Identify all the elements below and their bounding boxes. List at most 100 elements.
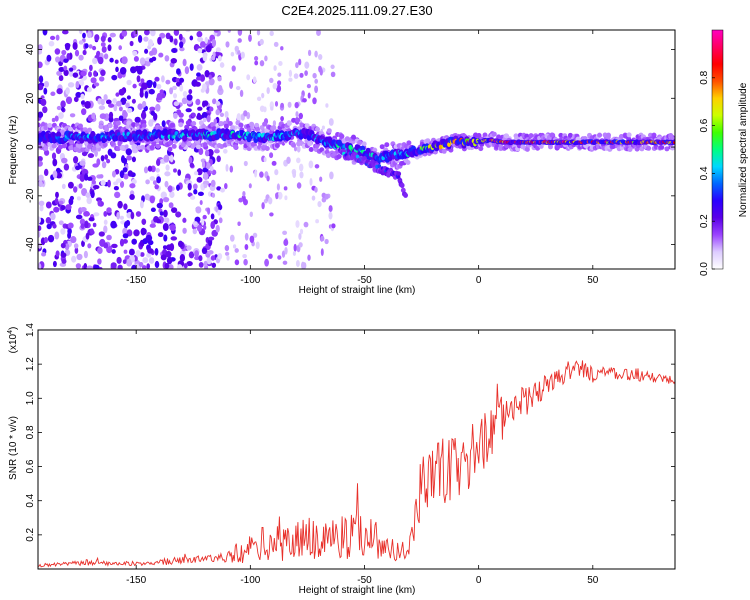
spectrogram-cell [405,160,411,165]
spectrogram-cell [103,219,108,225]
spectrogram-cell [259,38,264,46]
spectrogram-cell [281,250,286,258]
spectrogram-cell [73,243,79,249]
spectrogram-cell [229,234,235,242]
spectrogram-y-tick-label: 20 [25,92,36,104]
spectrogram-cell [202,214,207,220]
spectrogram-cell [274,101,279,107]
spectrogram-cell [100,155,105,162]
spectrogram-cell [155,219,162,224]
spectrogram-cell [256,96,262,101]
spectrogram-cell [83,250,88,259]
spectrogram-cell [670,145,675,151]
spectrogram-cell [38,174,44,181]
spectrogram-cell [206,256,212,265]
spectrogram-cell [205,162,211,170]
spectrogram-cell [148,257,155,264]
spectrogram-cell [69,71,74,77]
spectrogram-cell [38,200,45,206]
spectrogram-cell [38,160,43,167]
spectrogram-cell [84,43,89,49]
spectrogram-cell [78,30,83,35]
spectrogram-cell [55,250,60,257]
spectrogram-cell [558,132,564,138]
spectrogram-cell [78,123,83,129]
spectrogram-cell [148,119,154,127]
spectrogram-cell [121,56,128,65]
spectrogram-cell [162,245,168,250]
spectrogram-cell [196,31,203,38]
spectrogram-cell [201,160,206,169]
spectrogram-cell [210,255,216,261]
spectrogram-cell [92,57,98,65]
spectrogram-cell [314,85,319,94]
spectrogram-cell [69,113,76,118]
spectrogram-cell [63,69,69,77]
spectrogram-cell [182,227,187,234]
spectrogram-cell [127,107,133,113]
colorbar-tick-label: 0.0 [699,262,710,276]
spectrogram-cell [55,191,59,199]
spectrogram-cell [225,41,230,48]
spectrogram-cell [315,126,320,132]
spectrogram-cell [106,158,111,164]
spectrogram-cell [141,218,147,225]
spectrogram-cell [55,34,60,41]
spectrogram-cell [118,106,123,112]
spectrogram-cell [306,83,311,89]
spectrogram-cell [272,120,277,127]
spectrogram-cell [137,34,143,43]
spectrogram-cell [54,231,60,240]
spectrogram-cell [116,212,121,220]
spectrogram-cell [115,178,122,183]
spectrogram-cell [151,56,157,62]
spectrogram-cell [165,32,171,40]
spectrogram-cell [107,179,111,188]
spectrogram-cell [68,67,74,72]
spectrogram-cell [75,81,80,89]
spectrogram-cell [276,183,280,191]
spectrogram-cell [103,53,109,60]
spectrogram-cell [115,92,120,97]
spectrogram-cell [79,173,85,182]
spectrogram-cell [173,168,177,173]
colorbar-label: Normalized spectral amplitude [738,82,749,217]
spectrogram-cell [87,243,92,249]
spectrogram-cell [286,156,291,164]
spectrogram-cell [63,58,69,63]
spectrogram-cells [38,30,675,269]
spectrogram-cell [246,74,251,81]
spectrogram-cell [256,30,261,36]
spectrogram-cell [202,142,208,148]
spectrogram-cell [173,30,180,36]
spectrogram-cell [159,89,164,94]
spectrogram-cell [52,158,58,167]
spectrogram-cell [150,110,156,116]
spectrogram-cell [171,48,178,53]
spectrogram-cell [87,153,95,159]
spectrogram-cell [82,49,87,56]
spectrogram-cell [243,160,248,167]
spectrogram-cell [154,184,159,190]
spectrogram-cell [50,35,56,41]
spectrogram-cell [103,211,108,217]
spectrogram-cell [131,98,136,104]
spectrogram-cell [280,115,284,122]
spectrogram-cell [120,155,126,164]
spectrogram-cell [189,162,195,168]
spectrogram-cell [48,40,55,47]
spectrogram-cell [272,82,278,90]
spectrogram-cell [86,86,92,93]
spectrogram-cell [111,170,117,178]
spectrogram-cell [295,111,299,118]
spectrogram-cell [213,30,219,33]
spectrogram-cell [110,220,117,229]
spectrogram-cell [51,117,56,123]
spectrogram-cell [60,228,66,235]
spectrogram-cell [252,76,257,84]
spectrogram-cell [274,169,279,176]
spectrogram-cell [72,72,79,78]
spectrogram-cell [314,186,318,193]
snr-x-tick-label: -100 [240,575,260,586]
